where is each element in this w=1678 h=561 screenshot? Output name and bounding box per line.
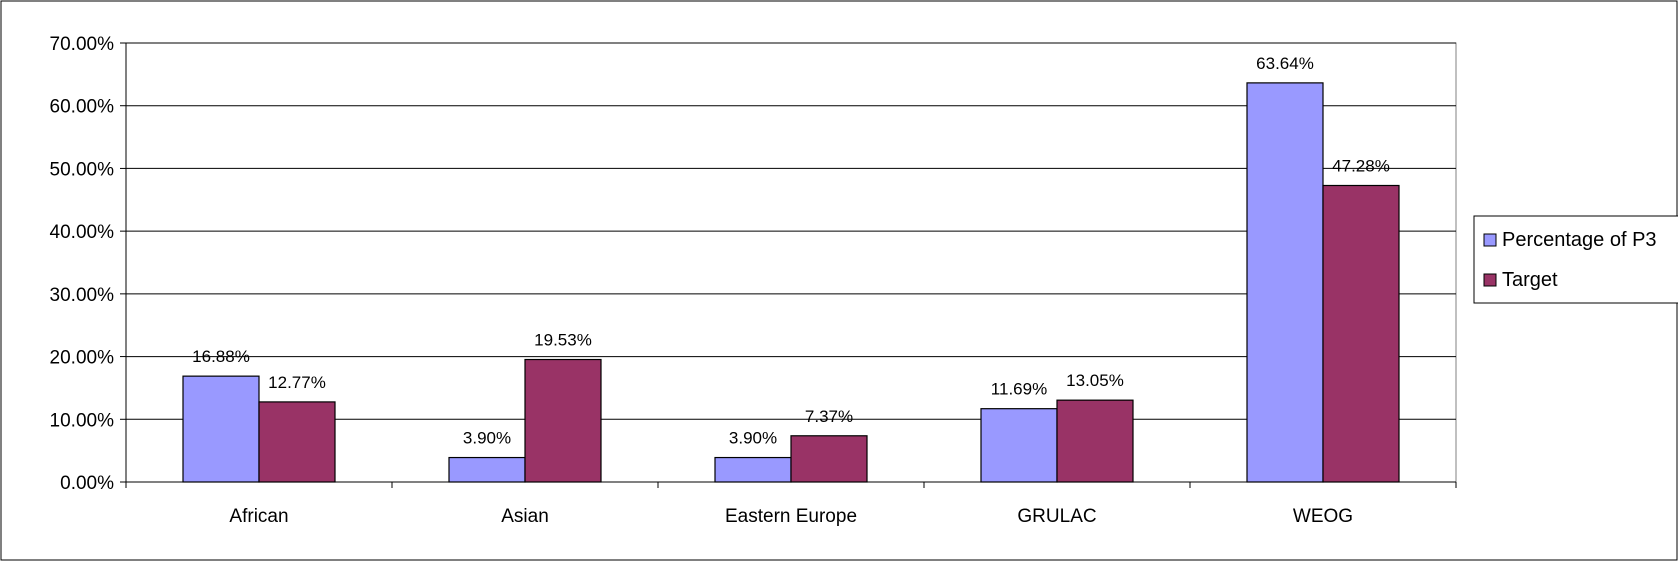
data-labels: 16.88% 12.77% 3.90% 19.53% 3.90% 7.37% 11.69% 1… xyxy=(192,54,1390,448)
data-label: 12.77% xyxy=(268,373,326,392)
legend-swatch xyxy=(1483,273,1497,287)
bar xyxy=(524,358,602,483)
data-label: 3.90% xyxy=(729,429,777,448)
x-category-label: GRULAC xyxy=(1017,506,1096,527)
bar xyxy=(714,456,792,483)
y-tick-label: 50.00% xyxy=(50,159,115,180)
x-category-label: Eastern Europe xyxy=(725,506,857,527)
x-category-label: African xyxy=(229,506,288,527)
legend-label: Target xyxy=(1502,269,1558,291)
data-label: 16.88% xyxy=(192,347,250,366)
y-tick-label: 40.00% xyxy=(50,222,115,243)
y-tick-label: 0.00% xyxy=(60,473,114,494)
y-tick-label: 70.00% xyxy=(50,34,115,55)
legend-box xyxy=(1473,215,1678,304)
legend-label: Percentage of P3 xyxy=(1502,229,1657,251)
data-label: 7.37% xyxy=(805,407,853,426)
bar xyxy=(258,401,336,483)
data-label: 47.28% xyxy=(1332,156,1390,175)
bar xyxy=(182,375,260,483)
y-tick-label: 60.00% xyxy=(50,97,115,118)
bar xyxy=(1322,184,1400,483)
bar xyxy=(790,435,868,483)
axes: 0.00% 10.00% 20.00% 30.00% 40.00% 50.00% 60.00… xyxy=(50,34,1457,527)
data-label: 3.90% xyxy=(463,429,511,448)
bar xyxy=(1246,82,1324,483)
y-tick-label: 30.00% xyxy=(50,285,115,306)
legend: Percentage of P3 Target xyxy=(1473,215,1678,304)
bar xyxy=(448,456,526,483)
x-category-label: WEOG xyxy=(1293,506,1353,527)
y-tick-label: 20.00% xyxy=(50,348,115,369)
data-label: 19.53% xyxy=(534,331,592,350)
x-category-label: Asian xyxy=(501,506,549,527)
bars xyxy=(182,82,1400,483)
data-label: 63.64% xyxy=(1256,54,1314,73)
legend-swatch xyxy=(1483,233,1497,247)
bar xyxy=(980,408,1058,483)
y-tick-label: 10.00% xyxy=(50,410,115,431)
data-label: 11.69% xyxy=(991,380,1047,399)
data-label: 13.05% xyxy=(1066,371,1124,390)
bar xyxy=(1056,399,1134,483)
